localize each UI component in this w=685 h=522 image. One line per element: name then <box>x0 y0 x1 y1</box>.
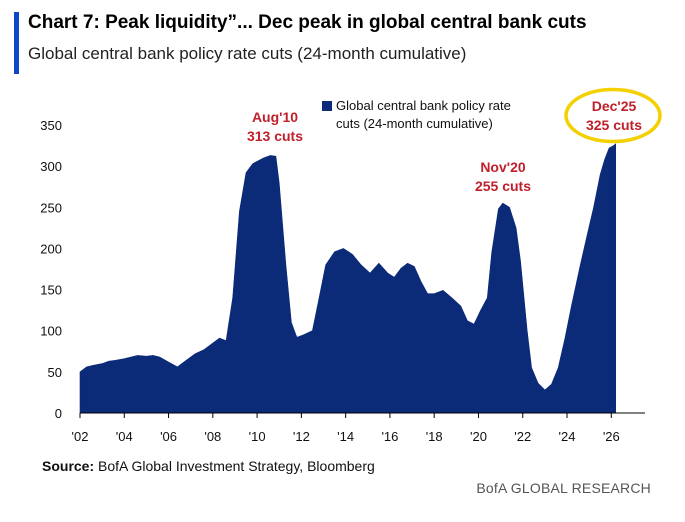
x-tick-label: '10 <box>249 429 266 444</box>
y-tick-label: 300 <box>40 159 62 174</box>
y-tick-label: 350 <box>40 118 62 133</box>
x-tick-label: '06 <box>160 429 177 444</box>
y-tick-label: 50 <box>48 365 62 380</box>
series-area <box>79 143 616 414</box>
x-tick-label: '18 <box>426 429 443 444</box>
chart-title: Chart 7: Peak liquidity”... Dec peak in … <box>28 12 587 33</box>
y-tick-label: 200 <box>40 241 62 256</box>
chart-subtitle: Global central bank policy rate cuts (24… <box>28 44 467 63</box>
chart: 0 50 100 150 200 250 300 350 '02 '04 '06 '08 '10 '12 '… <box>40 87 662 444</box>
y-tick-label: 250 <box>40 200 62 215</box>
source-text: BofA Global Investment Strategy, Bloombe… <box>94 458 375 474</box>
y-tick-label: 150 <box>40 283 62 298</box>
legend-label-line1: Global central bank policy rate <box>336 98 511 113</box>
y-tick-label: 100 <box>40 324 62 339</box>
annotation-value: 325 cuts <box>586 117 642 133</box>
title-accent-bar <box>14 12 19 74</box>
legend-label-line2: cuts (24-month cumulative) <box>336 116 493 131</box>
legend-swatch <box>322 101 332 111</box>
x-tick-label: '22 <box>514 429 531 444</box>
y-tick-label: 0 <box>55 406 62 421</box>
x-tick-label: '02 <box>72 429 89 444</box>
x-tick-label: '20 <box>470 429 487 444</box>
x-tick-label: '14 <box>337 429 354 444</box>
x-tick-label: '26 <box>603 429 620 444</box>
annotation-date: Aug'10 <box>252 109 298 125</box>
highlight-circle <box>564 87 662 144</box>
annotation-date: Nov'20 <box>480 159 526 175</box>
annotation-value: 313 cuts <box>247 128 303 144</box>
x-tick-label: '24 <box>559 429 576 444</box>
x-tick-label: '12 <box>293 429 310 444</box>
x-tick-label: '08 <box>204 429 221 444</box>
x-tick-label: '16 <box>381 429 398 444</box>
footer-brand: BofA GLOBAL RESEARCH <box>476 480 651 496</box>
annotation-date: Dec'25 <box>592 98 637 114</box>
source-note: Source: BofA Global Investment Strategy,… <box>42 458 375 474</box>
annotation-value: 255 cuts <box>475 178 531 194</box>
x-tick-label: '04 <box>116 429 133 444</box>
source-label: Source: <box>42 458 95 474</box>
